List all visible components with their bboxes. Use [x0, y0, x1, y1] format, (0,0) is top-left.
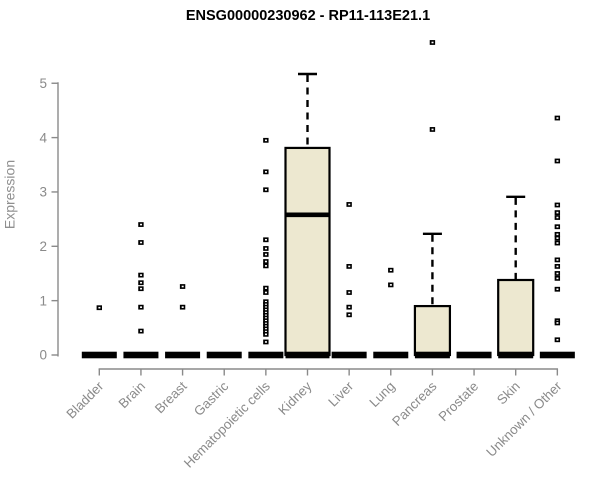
box: [497, 278, 535, 357]
outlier-point-center: [264, 188, 267, 191]
outlier-point-center: [264, 260, 267, 263]
y-tick-label: 4: [39, 130, 47, 145]
outlier-point-center: [348, 265, 351, 268]
outlier-point-center: [140, 281, 143, 284]
outlier-point-center: [264, 309, 267, 311]
outlier-point-center: [264, 322, 267, 325]
outlier-point-center: [264, 291, 267, 294]
zero-bar: [285, 351, 330, 359]
outlier-point-center: [348, 306, 351, 308]
y-tick-label: 1: [39, 293, 47, 308]
outlier-point-center: [181, 306, 184, 308]
outlier-point-center: [556, 237, 559, 239]
x-category-label: Unknown / Other: [483, 378, 565, 460]
outlier-point-center: [264, 265, 267, 267]
y-tick-label: 0: [39, 348, 47, 363]
outlier-point-center: [264, 253, 267, 256]
outlier-point-center: [264, 171, 267, 173]
x-category-label: Prostate: [436, 379, 482, 425]
outlier-point-center: [264, 328, 267, 330]
x-category-label: Skin: [494, 379, 523, 408]
y-tick-label: 5: [39, 76, 47, 91]
zero-bar: [206, 351, 242, 359]
outlier-point-center: [556, 272, 559, 275]
outlier-point-center: [264, 303, 267, 306]
x-category-label: Breast: [152, 378, 190, 416]
outlier-point-center: [264, 300, 267, 303]
zero-bar: [165, 351, 201, 359]
x-category-label: Kidney: [275, 378, 315, 418]
outlier-point-center: [140, 223, 143, 226]
outlier-point-center: [264, 317, 267, 319]
zero-bar: [539, 351, 575, 359]
zero-bar: [248, 351, 284, 359]
outlier-point-center: [556, 117, 559, 119]
outlier-point-center: [140, 330, 143, 332]
outlier-point-center: [556, 204, 559, 206]
box: [413, 304, 452, 357]
y-tick-label: 3: [39, 185, 47, 200]
outlier-point-center: [264, 314, 267, 317]
outlier-point-center: [264, 247, 267, 250]
zero-bar: [414, 351, 450, 359]
outlier-point-center: [264, 341, 267, 343]
outlier-point-center: [556, 233, 559, 236]
zero-bar: [498, 351, 534, 359]
outlier-point-center: [264, 306, 267, 308]
outlier-point-center: [556, 322, 559, 324]
zero-bar: [81, 351, 117, 359]
outlier-point-center: [348, 291, 351, 294]
y-tick-label: 2: [39, 239, 47, 254]
outlier-point-center: [556, 259, 559, 261]
outlier-point-center: [556, 225, 559, 228]
zero-bar: [456, 351, 492, 359]
outlier-point-center: [264, 330, 267, 333]
outlier-point-center: [264, 333, 267, 336]
outlier-point-center: [556, 277, 559, 280]
outlier-point-center: [431, 41, 434, 44]
outlier-point-center: [556, 242, 559, 244]
x-category-label: Lung: [366, 379, 398, 411]
y-axis-label: Expression: [1, 159, 18, 230]
box: [284, 146, 331, 357]
outlier-point-center: [556, 211, 559, 214]
outlier-point-center: [264, 311, 267, 314]
outlier-point-center: [389, 269, 392, 272]
outlier-point-center: [264, 287, 267, 289]
zero-bar: [123, 351, 159, 359]
outlier-point-center: [264, 139, 267, 142]
outlier-point-center: [181, 285, 184, 288]
chart-title: ENSG00000230962 - RP11-113E21.1: [185, 8, 431, 24]
outlier-point-center: [98, 306, 101, 309]
outlier-point-center: [140, 241, 143, 244]
outlier-point-center: [556, 216, 559, 219]
outlier-point-center: [140, 306, 143, 308]
outlier-point-center: [264, 325, 267, 327]
outlier-point-center: [264, 238, 267, 241]
outlier-point-center: [389, 284, 392, 286]
x-category-label: Brain: [116, 379, 149, 412]
x-category-label: Bladder: [63, 378, 106, 421]
outlier-point-center: [431, 128, 434, 131]
outlier-point-center: [140, 274, 143, 276]
outlier-point-center: [556, 288, 559, 291]
zero-bar: [331, 351, 367, 359]
outlier-point-center: [556, 338, 559, 341]
outlier-point-center: [140, 287, 143, 290]
x-category-label: Pancreas: [389, 378, 440, 429]
outlier-point-center: [264, 319, 267, 322]
x-category-label: Liver: [325, 378, 356, 409]
outlier-point-center: [348, 203, 351, 206]
outlier-point-center: [556, 160, 559, 162]
zero-bar: [373, 351, 409, 359]
outlier-point-center: [556, 265, 559, 268]
x-category-label: Gastric: [191, 378, 232, 419]
outlier-point-center: [348, 313, 351, 316]
